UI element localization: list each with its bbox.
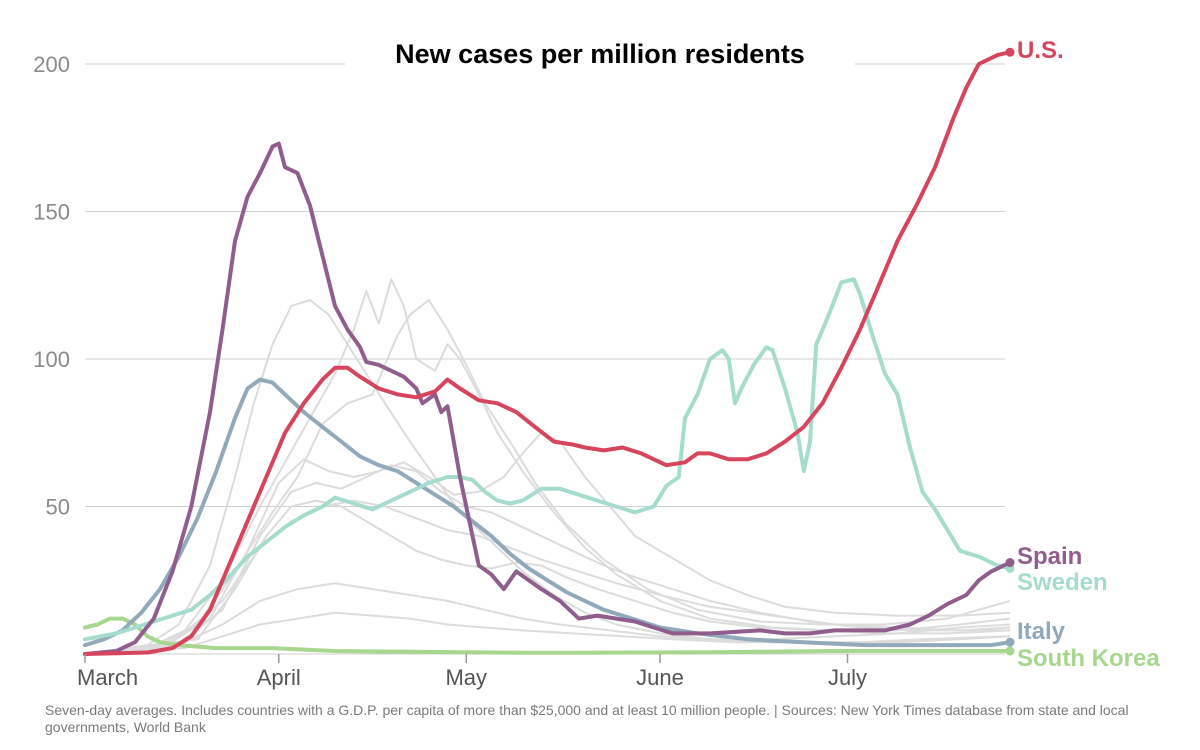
background-country-line (84, 299, 1011, 655)
axis-ticks-layer: 50 100 150 200 March April May June July (33, 52, 867, 690)
y-tick-label: 100 (33, 347, 70, 372)
x-tick-label: June (636, 665, 684, 690)
title-background (345, 30, 855, 80)
spain-line (83, 141, 1012, 656)
x-tick-label: April (257, 665, 301, 690)
spain-endpoint (1005, 558, 1015, 568)
sweden-label: Sweden (1017, 569, 1108, 596)
south-korea-endpoint (1005, 646, 1015, 656)
background-country-line (84, 299, 1011, 655)
highlighted-lines-layer (83, 47, 1015, 656)
u-s-label: U.S. (1017, 37, 1064, 64)
italy-endpoint (1005, 637, 1015, 647)
italy-label: Italy (1017, 618, 1066, 645)
x-tick-label: May (445, 665, 487, 690)
background-country-line (84, 431, 1011, 655)
u-s-line (83, 50, 1012, 656)
u-s-endpoint (1005, 47, 1015, 57)
chart-footnote: Seven-day averages. Includes countries w… (45, 702, 1129, 735)
south-korea-label: South Korea (1017, 645, 1160, 672)
spain-label: Spain (1017, 543, 1082, 570)
sweden-line (83, 277, 1012, 642)
y-tick-label: 50 (46, 495, 70, 520)
south-korea-line (83, 616, 1012, 655)
background-country-line (84, 278, 1011, 655)
chart-title: New cases per million residents (395, 39, 805, 69)
background-country-line (84, 499, 1011, 655)
italy-line (83, 377, 1012, 648)
x-tick-label: July (828, 665, 867, 690)
x-tick-label: March (77, 665, 138, 690)
y-tick-label: 200 (33, 52, 70, 77)
y-tick-label: 150 (33, 200, 70, 225)
grid-layer (85, 63, 1005, 655)
